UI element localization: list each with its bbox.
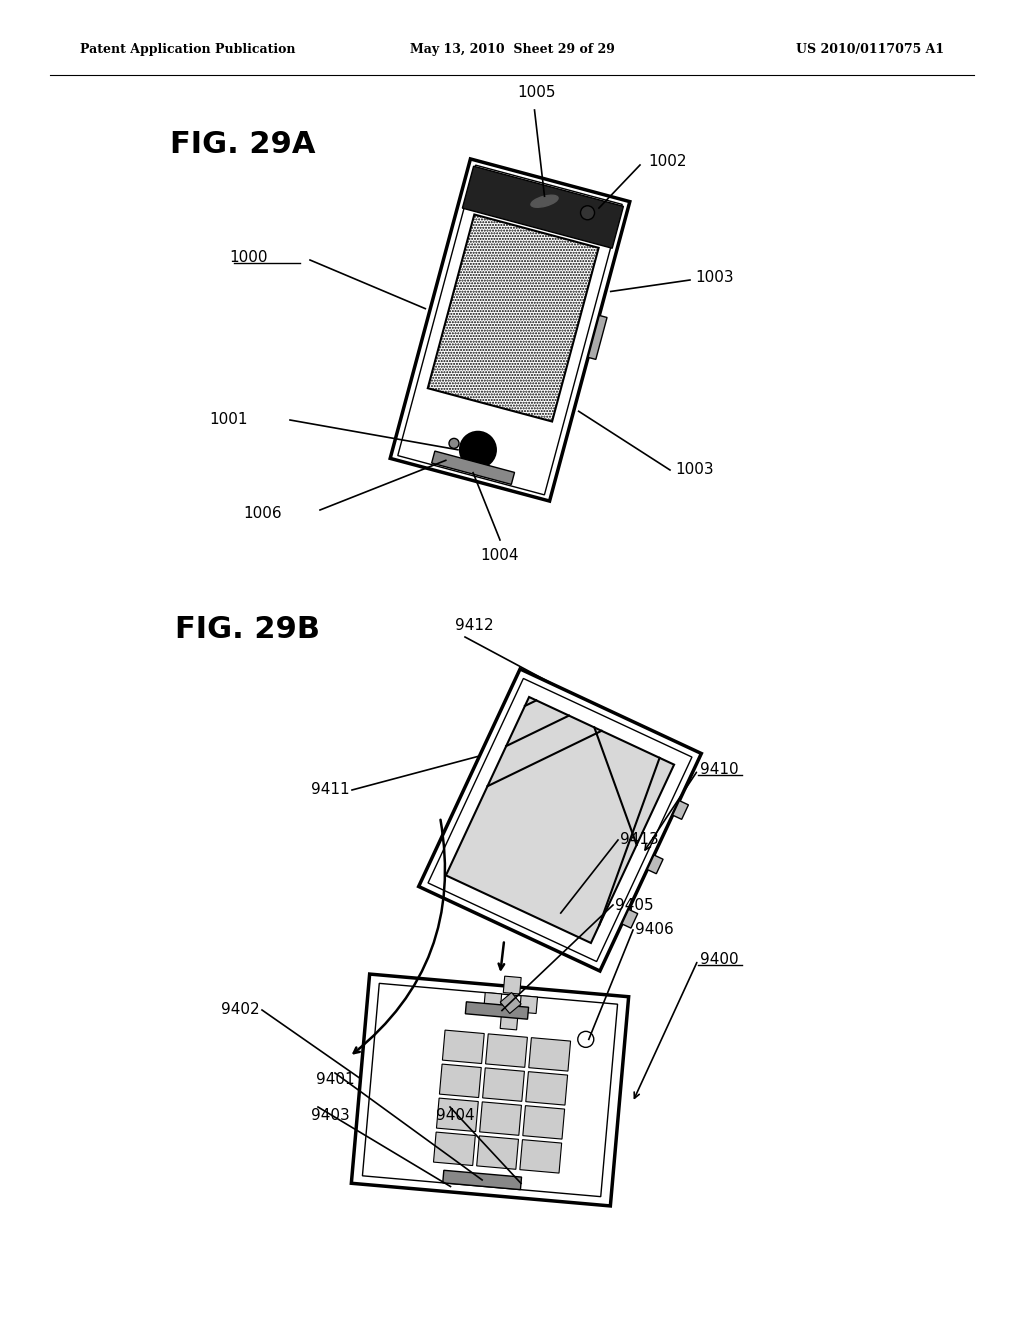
Text: May 13, 2010  Sheet 29 of 29: May 13, 2010 Sheet 29 of 29 <box>410 44 614 57</box>
Polygon shape <box>432 451 514 484</box>
Polygon shape <box>647 855 664 874</box>
Text: 9400: 9400 <box>700 953 738 968</box>
Text: 9402: 9402 <box>221 1002 260 1018</box>
Text: 9411: 9411 <box>311 783 350 797</box>
Text: 9405: 9405 <box>615 898 653 912</box>
Text: 1004: 1004 <box>480 548 519 564</box>
Text: 1003: 1003 <box>675 462 714 478</box>
Polygon shape <box>519 995 538 1014</box>
Text: 1003: 1003 <box>695 271 733 285</box>
Text: 9406: 9406 <box>635 923 674 937</box>
Polygon shape <box>479 1102 521 1135</box>
Text: 9412: 9412 <box>455 618 494 632</box>
Text: 1001: 1001 <box>210 412 248 428</box>
Polygon shape <box>673 801 688 820</box>
Polygon shape <box>500 1012 518 1030</box>
Polygon shape <box>419 669 701 972</box>
Text: 9401: 9401 <box>315 1072 354 1088</box>
Polygon shape <box>476 1137 518 1170</box>
Text: 9404: 9404 <box>435 1107 474 1122</box>
Text: Patent Application Publication: Patent Application Publication <box>80 44 296 57</box>
Text: FIG. 29A: FIG. 29A <box>170 129 315 158</box>
Polygon shape <box>503 975 521 994</box>
Polygon shape <box>445 697 674 942</box>
Circle shape <box>460 432 496 467</box>
Polygon shape <box>390 158 630 502</box>
Polygon shape <box>500 993 521 1014</box>
Polygon shape <box>528 1038 570 1071</box>
Polygon shape <box>588 315 607 359</box>
Text: 1006: 1006 <box>244 506 282 520</box>
Polygon shape <box>436 1098 478 1131</box>
Text: 1002: 1002 <box>648 154 686 169</box>
Polygon shape <box>622 909 638 928</box>
Polygon shape <box>520 1139 561 1173</box>
Polygon shape <box>442 1171 521 1189</box>
Text: US 2010/0117075 A1: US 2010/0117075 A1 <box>796 44 944 57</box>
Text: 1000: 1000 <box>229 251 268 265</box>
Polygon shape <box>525 1072 567 1105</box>
Text: 9410: 9410 <box>700 763 738 777</box>
Text: FIG. 29B: FIG. 29B <box>175 615 319 644</box>
Text: 1005: 1005 <box>517 84 556 100</box>
Ellipse shape <box>530 195 558 207</box>
Polygon shape <box>465 1002 528 1019</box>
Circle shape <box>449 438 459 449</box>
Polygon shape <box>482 1068 524 1101</box>
Text: 9403: 9403 <box>310 1107 349 1122</box>
Polygon shape <box>439 1064 481 1097</box>
Polygon shape <box>523 1106 564 1139</box>
Circle shape <box>581 206 595 219</box>
Polygon shape <box>428 215 599 421</box>
Polygon shape <box>351 974 629 1206</box>
Polygon shape <box>485 1034 527 1068</box>
Text: 9413: 9413 <box>620 833 658 847</box>
Polygon shape <box>483 993 502 1010</box>
Polygon shape <box>442 1030 484 1064</box>
Polygon shape <box>463 166 624 248</box>
Circle shape <box>578 1031 594 1047</box>
Polygon shape <box>433 1133 475 1166</box>
